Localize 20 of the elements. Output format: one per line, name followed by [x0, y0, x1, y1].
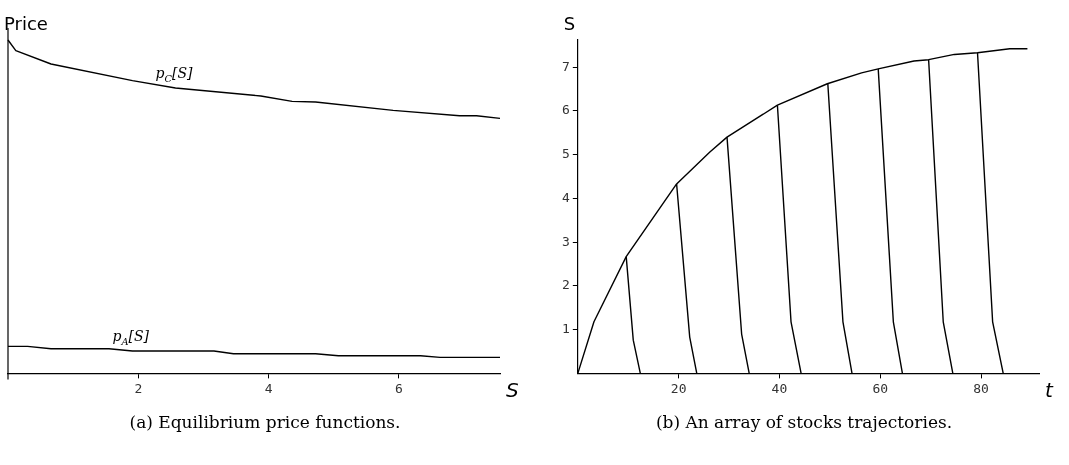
text: (b) An array of stocks trajectories.	[654, 412, 954, 432]
y-axis-title: Price	[4, 13, 48, 34]
x-axis-title: t	[1045, 378, 1054, 403]
y-tick-label: 1	[562, 321, 570, 337]
x-tick-label: 40	[771, 380, 788, 396]
y-tick-label: 4	[562, 189, 570, 205]
y-tick-label: 6	[562, 102, 570, 118]
text: (a) Equilibrium price functions.	[128, 412, 402, 432]
x-tick-label: 2	[134, 380, 143, 396]
x-tick-label: 20	[670, 380, 687, 396]
y-axis-title: S	[563, 13, 576, 34]
x-tick-label: 80	[973, 380, 989, 396]
x-axis-title: S	[506, 378, 519, 403]
x-tick-label: 6	[395, 380, 403, 396]
x-tick-label: 60	[872, 380, 889, 396]
y-tick-label: 3	[562, 233, 570, 249]
x-tick-label: 4	[264, 380, 273, 396]
y-tick-label: 7	[562, 58, 570, 74]
y-tick-label: 5	[562, 146, 570, 162]
y-tick-label: 2	[562, 277, 570, 293]
